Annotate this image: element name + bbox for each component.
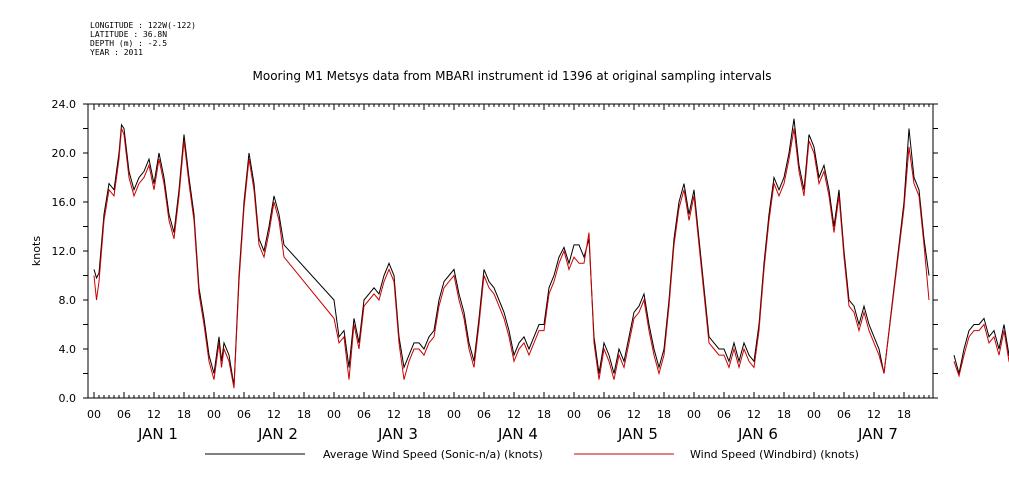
series-line-average-wind	[953, 317, 1009, 374]
series-line-windbird	[93, 128, 930, 389]
x-tick-label: 06	[597, 408, 611, 421]
y-tick-label: 16.0	[52, 196, 77, 209]
day-label: JAN 5	[617, 425, 658, 443]
x-tick-label: 12	[387, 408, 401, 421]
x-tick-label: 06	[357, 408, 371, 421]
legend-label-windbird: Wind Speed (Windbird) (knots)	[690, 448, 859, 461]
series-lines	[93, 118, 1009, 389]
legend: Average Wind Speed (Sonic-n/a) (knots) W…	[205, 448, 859, 461]
x-tick-label: 12	[627, 408, 641, 421]
x-tick-label: 12	[507, 408, 521, 421]
series-line-windbird	[953, 323, 1009, 378]
plot-frame	[87, 103, 934, 399]
day-labels: JAN 1 JAN 2 JAN 3 JAN 4 JAN 5 JAN 6 JAN 7	[137, 425, 898, 443]
metadata-block: LONGITUDE : 122W(-122) LATITUDE : 36.8N …	[90, 21, 196, 57]
series-line-average-wind	[93, 118, 930, 386]
x-tick-label: 12	[267, 408, 281, 421]
x-tick-label: 00	[327, 408, 341, 421]
x-tick-label: 12	[867, 408, 881, 421]
x-tick-label: 18	[657, 408, 671, 421]
y-tick-label: 4.0	[59, 343, 77, 356]
y-tick-labels: 0.0 4.0 8.0 12.0 16.0 20.0 24.0	[52, 98, 77, 405]
y-tick-label: 12.0	[52, 245, 77, 258]
y-tick-label: 8.0	[59, 294, 77, 307]
day-label: JAN 1	[137, 425, 178, 443]
x-tick-label: 06	[477, 408, 491, 421]
meta-depth: DEPTH (m) : -2.5	[90, 39, 168, 48]
day-label: JAN 6	[737, 425, 778, 443]
x-tick-label: 06	[117, 408, 131, 421]
x-tick-label: 00	[687, 408, 701, 421]
x-tick-labels: 00 06 12 18 00 06 12 18 00 06 12 18 00 06 12 18 00 06 12 18…	[87, 408, 911, 421]
chart-title: Mooring M1 Metsys data from MBARI instru…	[253, 69, 772, 83]
day-label: JAN 3	[377, 425, 418, 443]
y-tick-label: 20.0	[52, 147, 77, 160]
x-tick-label: 18	[777, 408, 791, 421]
x-tick-label: 18	[417, 408, 431, 421]
x-tick-label: 18	[897, 408, 911, 421]
x-tick-label: 00	[447, 408, 461, 421]
x-tick-label: 06	[837, 408, 851, 421]
day-label: JAN 2	[257, 425, 298, 443]
axis-ticks	[83, 103, 938, 399]
x-tick-label: 06	[717, 408, 731, 421]
x-tick-label: 00	[567, 408, 581, 421]
x-tick-label: 18	[177, 408, 191, 421]
y-tick-label: 24.0	[52, 98, 77, 111]
legend-label-average: Average Wind Speed (Sonic-n/a) (knots)	[323, 448, 543, 461]
day-label: JAN 7	[857, 425, 898, 443]
day-label: JAN 4	[497, 425, 538, 443]
meta-longitude: LONGITUDE : 122W(-122)	[90, 21, 196, 30]
x-tick-label: 12	[147, 408, 161, 421]
y-tick-label: 0.0	[59, 392, 77, 405]
x-tick-label: 00	[87, 408, 101, 421]
y-axis-label: knots	[30, 236, 43, 266]
meta-latitude: LATITUDE : 36.8N	[90, 30, 168, 39]
x-tick-label: 18	[297, 408, 311, 421]
x-tick-label: 12	[747, 408, 761, 421]
meta-year: YEAR : 2011	[90, 48, 143, 57]
x-tick-label: 00	[207, 408, 221, 421]
x-tick-label: 00	[807, 408, 821, 421]
x-tick-label: 06	[237, 408, 251, 421]
x-tick-label: 18	[537, 408, 551, 421]
